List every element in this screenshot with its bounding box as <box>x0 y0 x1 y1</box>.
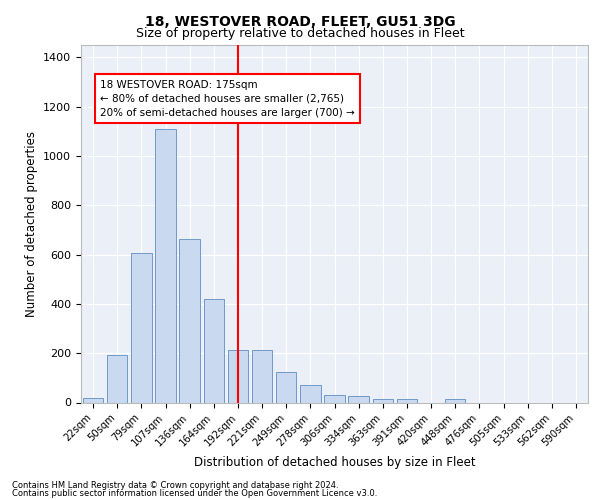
Bar <box>324 394 345 402</box>
Bar <box>397 399 417 402</box>
Bar <box>445 400 466 402</box>
Bar <box>300 385 320 402</box>
Bar <box>83 398 103 402</box>
Bar <box>349 396 369 402</box>
Bar <box>252 350 272 403</box>
Y-axis label: Number of detached properties: Number of detached properties <box>25 130 38 317</box>
Text: Contains HM Land Registry data © Crown copyright and database right 2024.: Contains HM Land Registry data © Crown c… <box>12 481 338 490</box>
Text: Contains public sector information licensed under the Open Government Licence v3: Contains public sector information licen… <box>12 488 377 498</box>
Text: 18, WESTOVER ROAD, FLEET, GU51 3DG: 18, WESTOVER ROAD, FLEET, GU51 3DG <box>145 15 455 29</box>
Bar <box>276 372 296 402</box>
Bar <box>179 238 200 402</box>
Bar <box>203 299 224 403</box>
Bar <box>373 399 393 402</box>
Text: 18 WESTOVER ROAD: 175sqm
← 80% of detached houses are smaller (2,765)
20% of sem: 18 WESTOVER ROAD: 175sqm ← 80% of detach… <box>100 80 355 118</box>
Bar <box>131 254 152 402</box>
X-axis label: Distribution of detached houses by size in Fleet: Distribution of detached houses by size … <box>194 456 475 469</box>
Bar <box>155 129 176 402</box>
Bar <box>227 350 248 403</box>
Bar <box>107 355 127 403</box>
Text: Size of property relative to detached houses in Fleet: Size of property relative to detached ho… <box>136 28 464 40</box>
